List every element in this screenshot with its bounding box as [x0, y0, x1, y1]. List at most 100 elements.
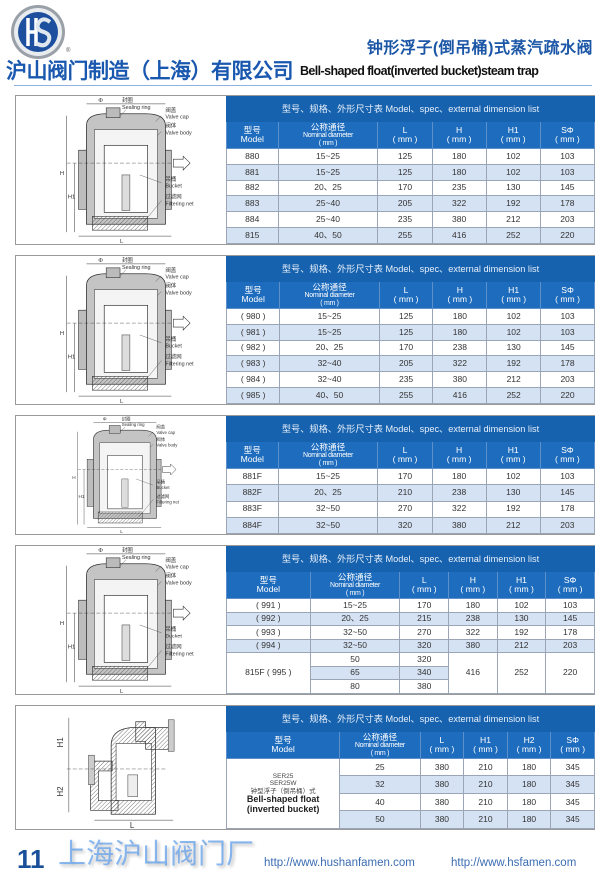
table-cell: 50 — [339, 810, 421, 829]
table-cell: ( 994 ) — [226, 638, 311, 654]
table-cell: 170 — [399, 598, 450, 613]
table-cell: 145 — [539, 484, 596, 502]
table-row: ( 983 ) 32~40 205 322 192 178 — [225, 355, 595, 373]
diagram-label: Φ — [98, 258, 103, 264]
column-header-text: H1 — [507, 124, 519, 135]
table-cell: 270 — [399, 625, 450, 640]
table-cell: 20、25 — [277, 484, 379, 502]
table-cell: 380 — [399, 679, 450, 694]
column-header-text: Model — [256, 584, 281, 594]
table-cell: 416 — [431, 227, 487, 244]
page-number: 11 — [17, 844, 45, 874]
table-cell: 102 — [485, 148, 541, 165]
diagram-label: Φ — [98, 98, 103, 104]
column-header: H( mm ) — [431, 121, 487, 149]
diagram-label: H — [60, 171, 64, 177]
column-header: H( mm ) — [448, 571, 498, 599]
table-header-row: 型号 Model 公称通径 Nominal diameter( mm ) L( mm )… — [226, 441, 596, 469]
column-header-text: SΦ — [563, 574, 577, 585]
column-header-text: ( mm ) — [318, 139, 338, 147]
table-cell: 125 — [378, 323, 434, 341]
column-header: 公称通径 Nominal diameter( mm ) — [279, 281, 380, 309]
table-cell: ( 991 ) — [226, 598, 311, 613]
column-header-text: 公称通径 — [310, 121, 346, 132]
table-cell: 322 — [431, 195, 487, 213]
table-cell: 130 — [486, 339, 542, 357]
table-cell: 102 — [486, 308, 542, 325]
column-header: L( mm ) — [377, 121, 433, 149]
model-line: 钟型浮子（倒吊桶）式 — [250, 787, 316, 795]
column-header: H2( mm ) — [506, 731, 552, 759]
column-header: H1( mm ) — [463, 731, 508, 759]
column-header-text: ( mm ) — [345, 589, 365, 597]
diagram-label: L — [120, 239, 124, 244]
column-header-text: ( mm ) — [560, 744, 586, 754]
table-cell: 205 — [378, 355, 434, 373]
diagram-label: Valve body — [165, 580, 192, 586]
column-header-text: ( mm ) — [501, 294, 527, 304]
steam-trap-drawing — [66, 553, 191, 687]
table-cell: 215 — [399, 611, 450, 627]
table-cell: 145 — [539, 179, 596, 197]
product-title-cn: 钟形浮子(倒吊桶)式蒸汽疏水阀 — [366, 40, 593, 57]
column-header-text: ( mm ) — [447, 294, 473, 304]
table-cell: 380 — [419, 757, 465, 777]
table-cell: 178 — [545, 625, 595, 640]
table-cell: 203 — [539, 211, 596, 229]
table-row: ( 981 ) 15~25 125 180 102 103 — [225, 323, 595, 341]
table-cell: 238 — [432, 339, 488, 357]
diagram-label: Sealing ring — [122, 422, 145, 427]
table-cell: 40 — [339, 792, 421, 812]
diagram: Φ 封圈 Sealing ring 阀盖 Valve cap 阀体 Valve bod… — [16, 546, 226, 695]
table-cell: 880 — [226, 148, 279, 165]
dimension-table: 型号、规格、外形尺寸表 Model、spec、external dimensio… — [226, 96, 596, 244]
diagram-label: Valve cap — [165, 565, 188, 571]
table-cell: 170 — [377, 467, 433, 486]
column-header: L( mm ) — [419, 731, 465, 759]
column-header-text: ( mm ) — [320, 299, 339, 307]
dimension-table: 型号、规格、外形尺寸表 Model、spec、external dimensio… — [225, 706, 595, 829]
table-cell: 255 — [377, 227, 433, 244]
table-cell: 345 — [550, 757, 595, 777]
table-row: ( 991 ) 15~25 170 180 102 103 — [226, 598, 595, 613]
website-link-1[interactable]: http://www.hushanfamen.com — [264, 857, 415, 869]
diagram-label: Φ — [103, 417, 107, 423]
column-header-text: ( mm ) — [446, 454, 472, 464]
table-cell: 884F — [226, 516, 279, 535]
table-cell: 103 — [540, 308, 595, 325]
table-cell: 252 — [496, 652, 547, 694]
diagram-label: H1 — [68, 195, 76, 201]
column-header: SΦ( mm ) — [539, 441, 596, 469]
table-row: 884 25~40 235 380 212 203 — [226, 211, 596, 229]
column-header-text: 公称通径 — [312, 281, 347, 292]
table-cell: 203 — [545, 638, 595, 654]
table-cell: 322 — [448, 625, 498, 640]
column-header-text: ( mm ) — [555, 294, 580, 304]
table-cell: 180 — [506, 792, 552, 812]
table-cell: 170 — [377, 179, 433, 197]
table-cell: ( 983 ) — [225, 355, 281, 373]
dimension-label-l: L — [130, 821, 135, 829]
table-cell: 320 — [399, 652, 450, 667]
table-cell: 40、50 — [277, 227, 379, 244]
company-logo — [11, 5, 65, 59]
table-cell: 252 — [486, 387, 542, 404]
table-cell: 210 — [463, 810, 508, 829]
table-caption: 型号、规格、外形尺寸表 Model、spec、external dimensio… — [226, 546, 595, 572]
table-row: 884F 32~50 320 380 212 203 — [226, 516, 596, 535]
column-header-text: ( mm ) — [557, 584, 583, 594]
table-caption: 型号、规格、外形尺寸表 Model、spec、external dimensio… — [226, 706, 595, 732]
diagram-label: Sealing ring — [122, 105, 151, 111]
table-cell: 884 — [226, 211, 279, 229]
table-cell: 103 — [545, 598, 595, 613]
diagram-label: 吊桶 — [165, 335, 176, 343]
steam-trap-drawing — [77, 422, 177, 528]
table-cell: 192 — [485, 500, 541, 518]
table-cell: 203 — [539, 516, 596, 535]
table-cell: 178 — [539, 195, 596, 213]
column-header-text: SΦ — [561, 124, 574, 135]
table-cell: 192 — [485, 195, 541, 213]
diagram-label: 封圈 — [122, 96, 133, 104]
table-cell: 220 — [540, 387, 595, 404]
website-link-2[interactable]: http://www.hsfamen.com — [451, 857, 577, 869]
